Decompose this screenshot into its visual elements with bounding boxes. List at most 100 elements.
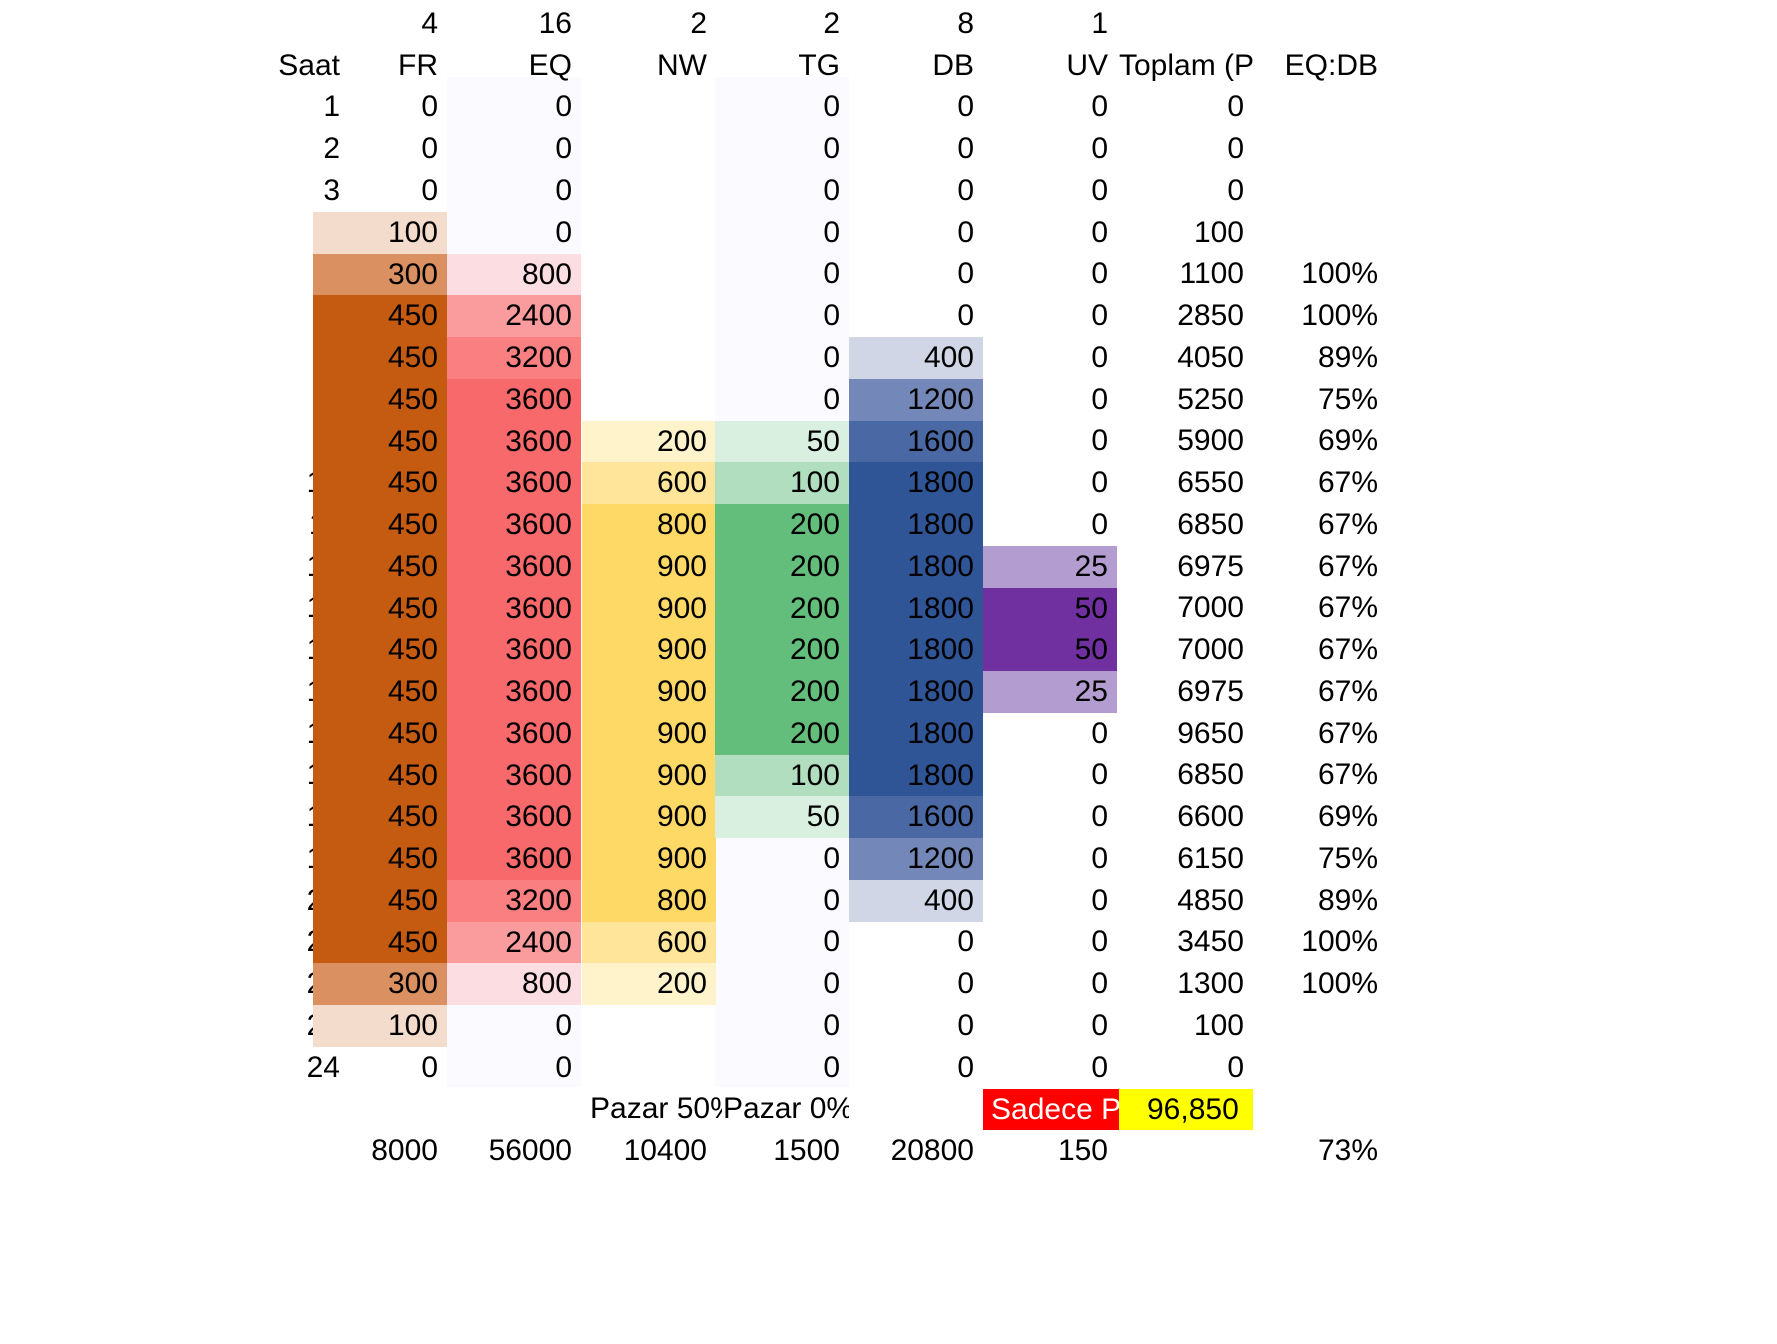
- total-fr: 8000: [371, 1134, 438, 1168]
- cell-db: 1800: [849, 545, 983, 588]
- cell-tg: 200: [715, 712, 849, 755]
- cell-uv: 0: [1091, 132, 1108, 166]
- cell-uv: 0: [1091, 257, 1108, 291]
- cell-eq: 0: [555, 215, 572, 249]
- cell-eq: 3600: [447, 796, 581, 838]
- cell-nw: 900: [582, 712, 716, 755]
- cell-db: 0: [957, 132, 974, 166]
- cell-tg: 200: [715, 587, 849, 630]
- cell-toplam: 0: [1227, 1050, 1244, 1084]
- cell-eq: 3200: [447, 337, 581, 379]
- cell-eqdb: 67%: [1317, 591, 1378, 625]
- cell-toplam: 1300: [1177, 967, 1244, 1001]
- header-uv: UV: [1066, 48, 1108, 82]
- cell-eq: 3200: [447, 879, 581, 922]
- cell-nw: 600: [582, 921, 716, 964]
- cell-uv: 0: [1091, 841, 1108, 875]
- cell-eq: 0: [555, 132, 572, 166]
- cell-tg: 0: [823, 132, 840, 166]
- cell-uv: 0: [1091, 173, 1108, 207]
- cell-nw: [582, 376, 716, 424]
- cell-db: 1800: [849, 712, 983, 755]
- cell-db: 1800: [849, 504, 983, 546]
- header-db: DB: [932, 48, 974, 82]
- cell-tg: 0: [823, 925, 840, 959]
- cell-eq: 3600: [447, 378, 581, 421]
- cell-toplam: 5250: [1177, 382, 1244, 416]
- cell-toplam: 4850: [1177, 883, 1244, 917]
- cell-uv: 0: [1091, 1008, 1108, 1042]
- cell-toplam: 0: [1227, 132, 1244, 166]
- weight-db: 8: [957, 6, 974, 40]
- header-eq: EQ: [528, 48, 572, 82]
- total-toplam: [1119, 1127, 1253, 1175]
- cell-eqdb: 67%: [1317, 507, 1378, 541]
- cell-tg: 0: [823, 257, 840, 291]
- cell-tg: 200: [715, 671, 849, 713]
- cell-eq: 3600: [447, 671, 581, 713]
- cell-db: 1800: [849, 462, 983, 504]
- cell-uv: 0: [1091, 758, 1108, 792]
- cell-uv: 0: [1091, 90, 1108, 124]
- cell-eqdb: 100%: [1301, 257, 1378, 291]
- cell-eq: 3600: [447, 629, 581, 671]
- header-toplam: Toplam (P: [1119, 48, 1253, 82]
- cell-eq: 2400: [447, 295, 581, 337]
- cell-toplam: 7000: [1177, 591, 1244, 625]
- cell-nw: 200: [582, 420, 716, 463]
- cell-eqdb: 100%: [1301, 925, 1378, 959]
- cell-toplam: 100: [1193, 1008, 1244, 1042]
- cell-tg: 0: [823, 382, 840, 416]
- total-eqdb: 73%: [1317, 1134, 1378, 1168]
- cell-toplam: 6850: [1177, 758, 1244, 792]
- cell-toplam: 6975: [1177, 674, 1244, 708]
- cell-fr: 450: [313, 378, 447, 421]
- total-nw: 10400: [623, 1134, 707, 1168]
- cell-eqdb: 100%: [1301, 299, 1378, 333]
- cell-nw: 800: [582, 504, 716, 546]
- cell-eq: 2400: [447, 921, 581, 964]
- cell-eqdb: 67%: [1317, 549, 1378, 583]
- cell-uv: 0: [1091, 340, 1108, 374]
- cell-tg: 0: [823, 1008, 840, 1042]
- weight-eq: 16: [538, 6, 572, 40]
- cell-tg: 100: [715, 462, 849, 504]
- cell-nw: 900: [582, 671, 716, 713]
- cell-eqdb: 75%: [1317, 382, 1378, 416]
- cell-fr: 100: [313, 1005, 447, 1047]
- cell-eqdb: 89%: [1317, 340, 1378, 374]
- cell-eq: 800: [447, 963, 581, 1005]
- cell-uv: 0: [1091, 382, 1108, 416]
- cell-db: 1800: [849, 587, 983, 630]
- cell-uv: 0: [1091, 716, 1108, 750]
- cell-nw: 900: [582, 587, 716, 630]
- cell-db: 0: [957, 925, 974, 959]
- cell-uv: 50: [983, 629, 1117, 671]
- cell-toplam: 2850: [1177, 299, 1244, 333]
- cell-eq: 3600: [447, 754, 581, 797]
- cell-fr: 450: [313, 462, 447, 504]
- cell-tg: 200: [715, 629, 849, 671]
- cell-db: 400: [849, 879, 983, 922]
- cell-eqdb: 69%: [1317, 800, 1378, 834]
- cell-eq: 3600: [447, 545, 581, 588]
- cell-fr: 450: [313, 420, 447, 463]
- cell-toplam: 5900: [1177, 424, 1244, 458]
- cell-fr: 300: [313, 253, 447, 296]
- note-tg: Pazar 0%: [723, 1092, 849, 1126]
- cell-db: 0: [957, 215, 974, 249]
- cell-eq: 3600: [447, 712, 581, 755]
- cell-uv: 25: [983, 545, 1117, 588]
- cell-tg: 100: [715, 754, 849, 797]
- cell-nw: 900: [582, 796, 716, 838]
- cell-uv: 0: [1091, 215, 1108, 249]
- cell-eqdb: 67%: [1317, 674, 1378, 708]
- cell-fr: 450: [313, 754, 447, 797]
- cell-db: 0: [957, 90, 974, 124]
- cell-tg: 0: [823, 173, 840, 207]
- cell-toplam: 6150: [1177, 841, 1244, 875]
- weight-fr: 4: [421, 6, 438, 40]
- cell-uv: 50: [983, 587, 1117, 630]
- header-tg: TG: [798, 48, 840, 82]
- cell-db: 1600: [849, 420, 983, 463]
